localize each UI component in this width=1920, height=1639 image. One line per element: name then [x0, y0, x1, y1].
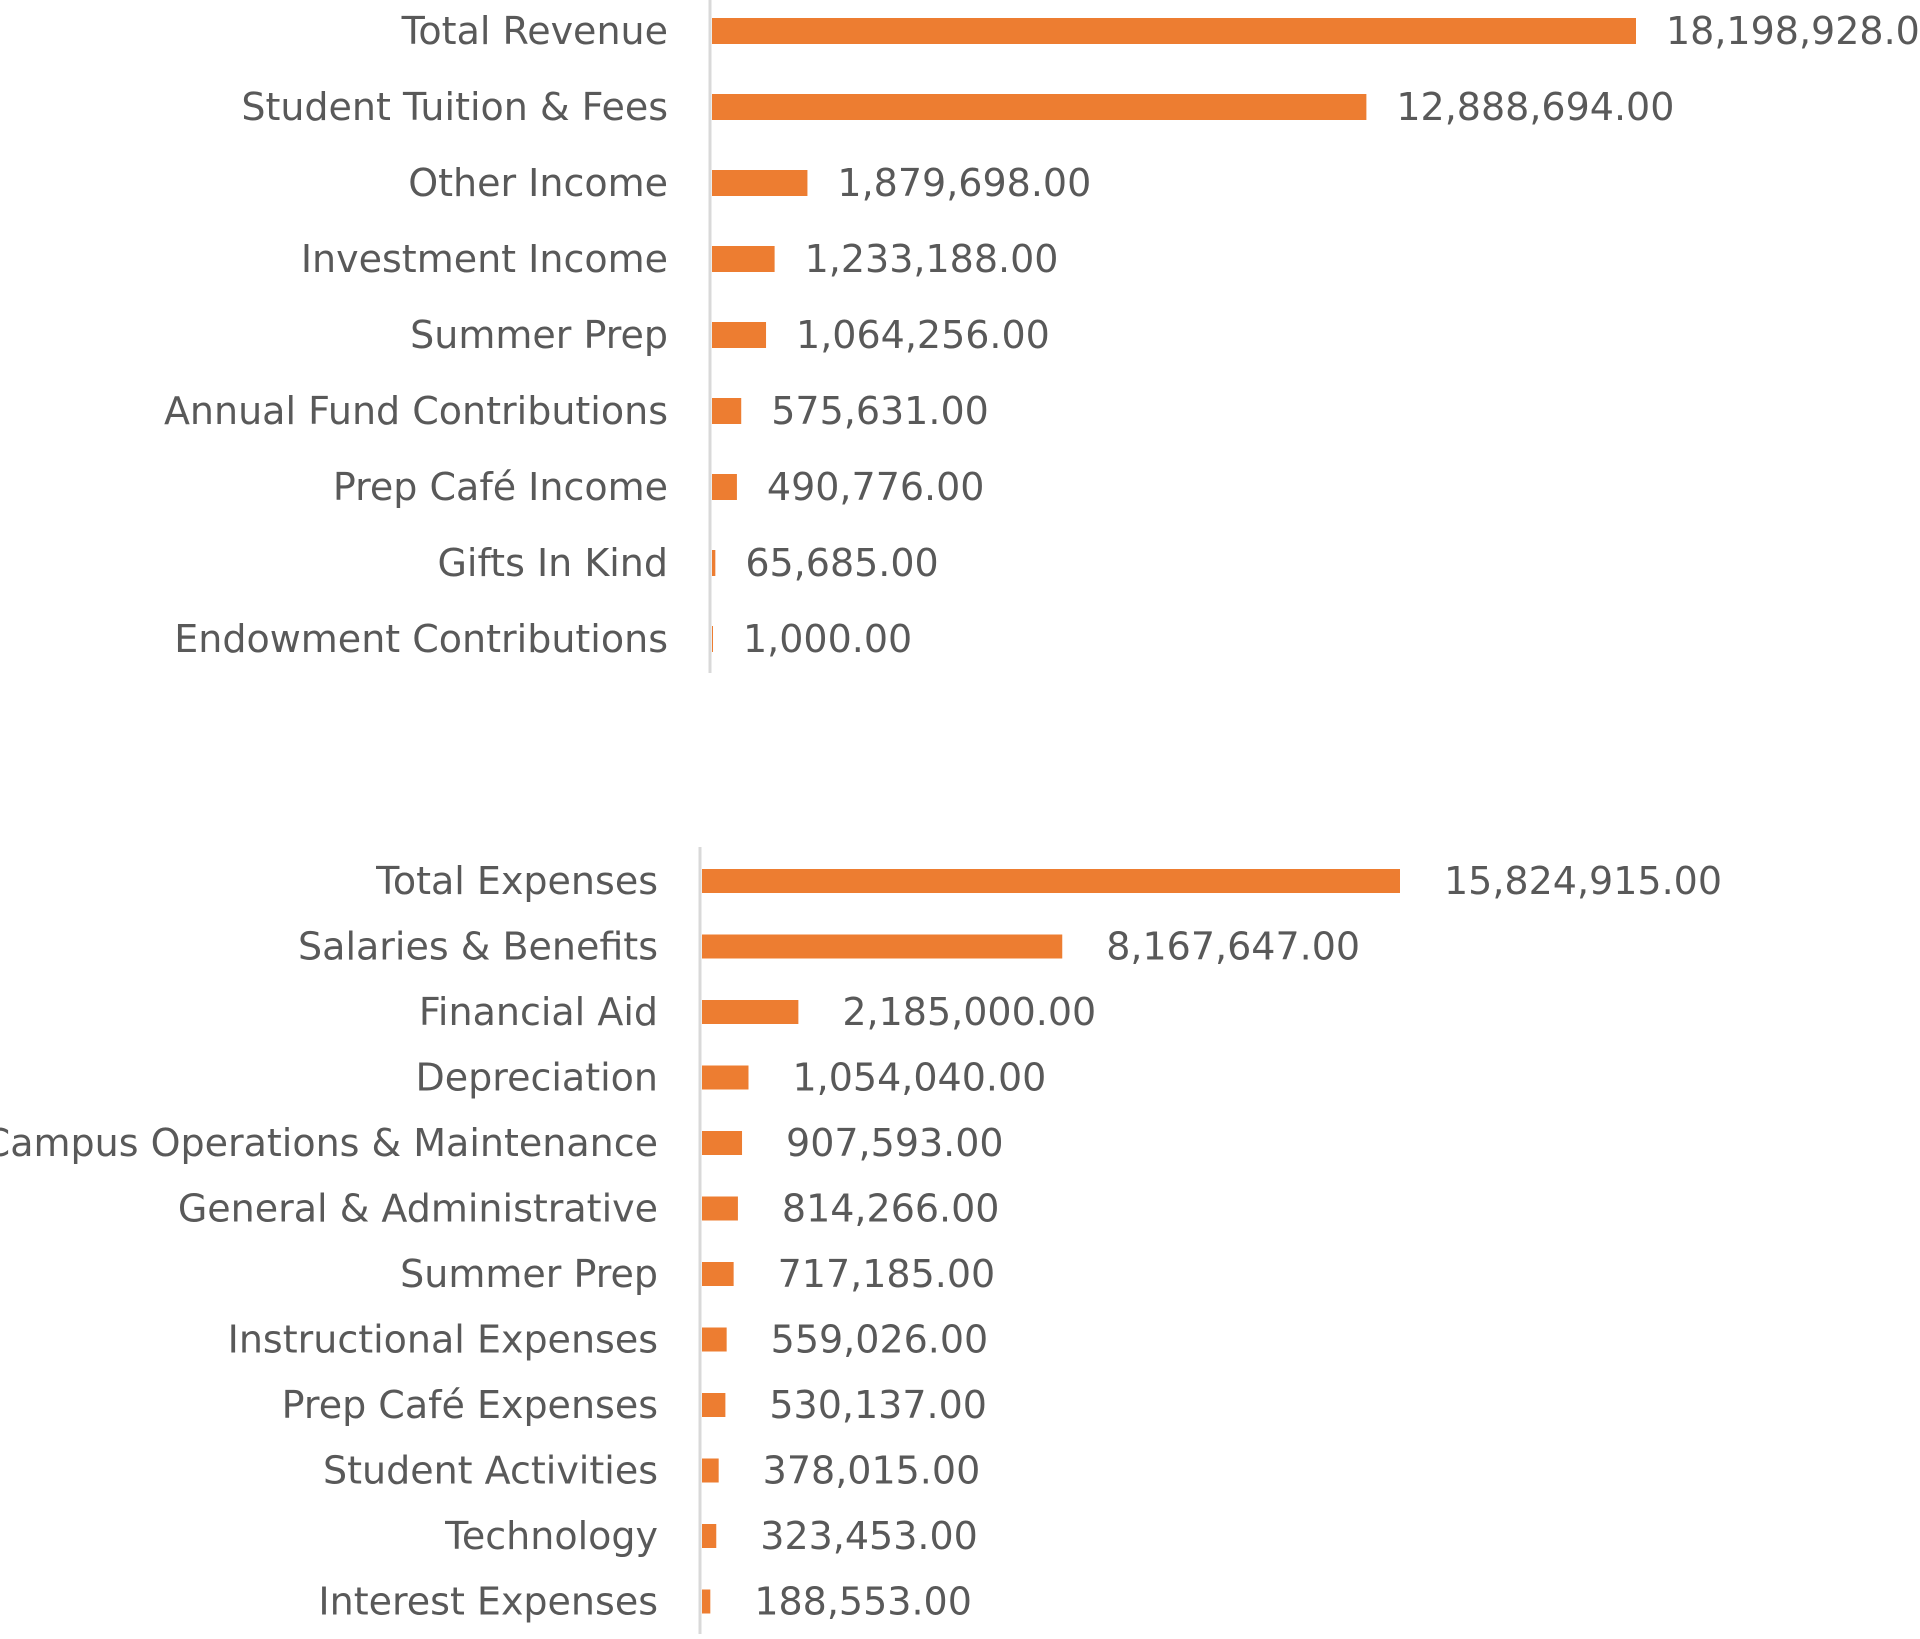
value-label: 1,064,256.00: [796, 313, 1050, 357]
bar: [712, 550, 716, 576]
bar: [702, 1393, 726, 1417]
value-label: 530,137.00: [769, 1383, 987, 1427]
category-label: Gifts In Kind: [437, 541, 668, 585]
value-label: 12,888,694.00: [1396, 85, 1674, 129]
bar: [702, 1131, 743, 1155]
category-label: General & Administrative: [178, 1187, 658, 1231]
category-label: Total Expenses: [375, 859, 658, 903]
value-label: 575,631.00: [771, 389, 989, 433]
category-label: Annual Fund Contributions: [164, 389, 668, 433]
category-label: Instructional Expenses: [228, 1318, 658, 1362]
category-label: Other Income: [408, 161, 668, 205]
category-label: Summer Prep: [400, 1252, 658, 1296]
category-label: Interest Expenses: [318, 1580, 658, 1624]
bar: [702, 869, 1400, 893]
bar: [702, 1196, 738, 1221]
bar: [712, 246, 775, 272]
value-label: 1,000.00: [743, 617, 912, 661]
category-label: Prep Café Income: [333, 465, 668, 509]
value-label: 907,593.00: [786, 1121, 1004, 1165]
bar: [702, 1524, 717, 1548]
bar: [712, 322, 767, 348]
expenses-bar-chart: Total Expenses 15,824,915.00 Salaries & Be…: [0, 847, 1722, 1634]
bar: [712, 94, 1367, 120]
category-label: Depreciation: [416, 1056, 658, 1100]
category-label: Prep Café Expenses: [282, 1383, 658, 1427]
value-label: 1,879,698.00: [837, 161, 1091, 205]
value-label: 717,185.00: [778, 1252, 996, 1296]
category-label: Campus Operations & Maintenance: [0, 1121, 658, 1165]
bar: [702, 1065, 749, 1090]
bar: [712, 474, 737, 500]
value-label: 2,185,000.00: [842, 990, 1096, 1034]
value-label: 814,266.00: [782, 1187, 1000, 1231]
revenue-bar-chart: Total Revenue 18,198,928.00 Student Tuitio…: [164, 0, 1920, 673]
category-label: Total Revenue: [401, 9, 668, 53]
value-label: 1,054,040.00: [792, 1056, 1046, 1100]
bar: [702, 1458, 719, 1483]
bar: [712, 398, 742, 424]
category-label: Salaries & Benefits: [298, 925, 658, 969]
bar: [702, 1262, 734, 1286]
value-label: 15,824,915.00: [1444, 859, 1722, 903]
value-label: 188,553.00: [754, 1580, 972, 1624]
category-label: Endowment Contributions: [174, 617, 668, 661]
value-label: 378,015.00: [763, 1449, 981, 1493]
value-label: 8,167,647.00: [1106, 925, 1360, 969]
bar: [702, 934, 1063, 959]
bar: [712, 18, 1636, 44]
category-label: Summer Prep: [410, 313, 668, 357]
bar: [712, 170, 808, 196]
bar: [702, 1000, 799, 1024]
category-label: Technology: [444, 1514, 658, 1558]
value-label: 65,685.00: [745, 541, 938, 585]
category-label: Student Tuition & Fees: [241, 85, 668, 129]
category-label: Investment Income: [301, 237, 668, 281]
value-label: 1,233,188.00: [805, 237, 1059, 281]
bar: [702, 1327, 727, 1352]
bar: [702, 1589, 711, 1614]
value-label: 490,776.00: [767, 465, 985, 509]
value-label: 559,026.00: [771, 1318, 989, 1362]
value-label: 323,453.00: [760, 1514, 978, 1558]
category-label: Student Activities: [323, 1449, 658, 1493]
value-label: 18,198,928.00: [1666, 9, 1920, 53]
category-label: Financial Aid: [419, 990, 658, 1034]
bar: [712, 626, 713, 652]
